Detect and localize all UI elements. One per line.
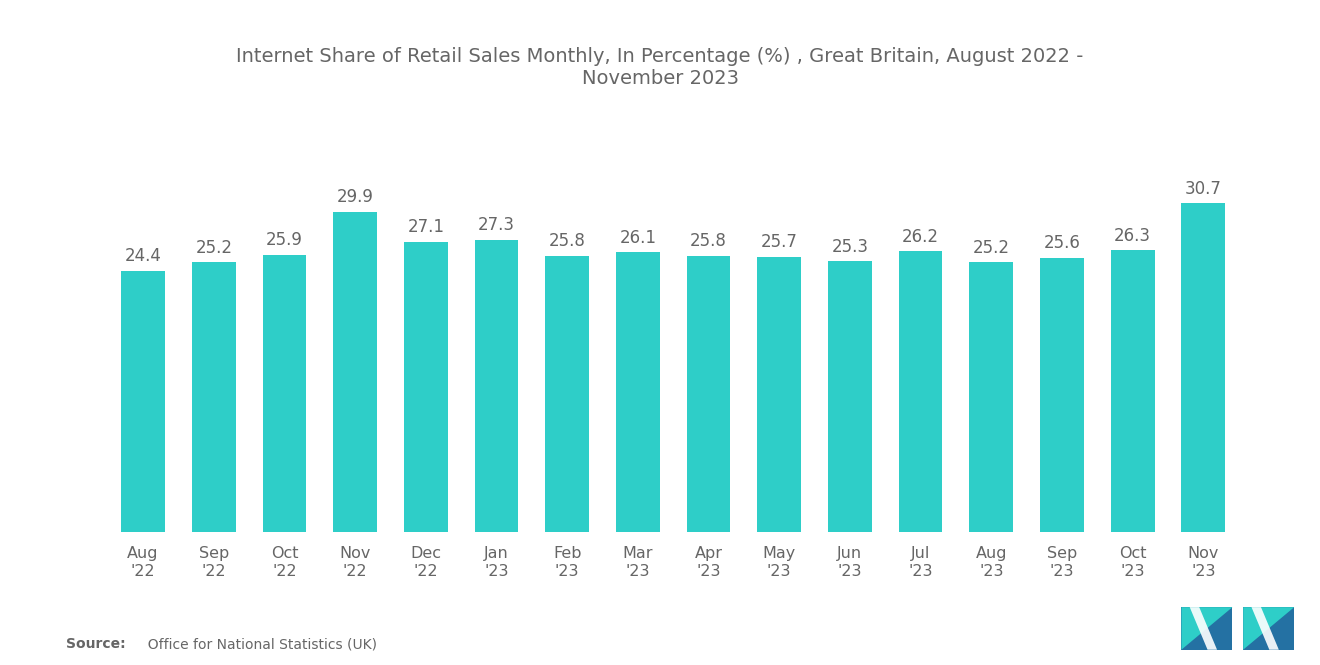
Text: Office for National Statistics (UK): Office for National Statistics (UK) xyxy=(139,637,376,652)
Text: 25.7: 25.7 xyxy=(760,233,797,251)
Bar xyxy=(545,255,589,532)
Bar xyxy=(616,252,660,532)
Text: 25.6: 25.6 xyxy=(1044,234,1080,252)
Bar xyxy=(121,271,165,532)
Bar xyxy=(333,211,378,532)
Text: 30.7: 30.7 xyxy=(1185,180,1222,198)
Bar xyxy=(1181,203,1225,532)
Text: Source:: Source: xyxy=(66,637,125,652)
Text: Internet Share of Retail Sales Monthly, In Percentage (%) , Great Britain, Augus: Internet Share of Retail Sales Monthly, … xyxy=(236,47,1084,88)
Text: 24.4: 24.4 xyxy=(124,247,161,265)
Bar xyxy=(828,261,871,532)
Bar xyxy=(758,257,801,532)
Polygon shape xyxy=(1189,607,1217,650)
Bar xyxy=(404,241,447,532)
Text: 27.1: 27.1 xyxy=(408,218,445,236)
Text: 26.2: 26.2 xyxy=(902,228,939,246)
Bar xyxy=(191,262,236,532)
Bar xyxy=(1110,250,1155,532)
Polygon shape xyxy=(1181,607,1233,650)
Text: 25.9: 25.9 xyxy=(267,231,302,249)
Polygon shape xyxy=(1251,607,1279,650)
Bar xyxy=(686,255,730,532)
Text: 25.2: 25.2 xyxy=(195,239,232,257)
Polygon shape xyxy=(1243,607,1294,650)
Text: 25.8: 25.8 xyxy=(549,232,586,250)
Text: 25.2: 25.2 xyxy=(973,239,1010,257)
Text: 26.3: 26.3 xyxy=(1114,227,1151,245)
Text: 27.3: 27.3 xyxy=(478,216,515,234)
Bar xyxy=(899,251,942,532)
Text: 26.1: 26.1 xyxy=(619,229,656,247)
FancyBboxPatch shape xyxy=(1181,607,1233,650)
Bar xyxy=(1040,258,1084,532)
FancyBboxPatch shape xyxy=(1243,607,1294,650)
Bar xyxy=(969,262,1014,532)
Bar xyxy=(475,239,519,532)
Text: 25.3: 25.3 xyxy=(832,237,869,255)
Text: 29.9: 29.9 xyxy=(337,188,374,206)
Text: 25.8: 25.8 xyxy=(690,232,727,250)
Bar xyxy=(263,255,306,532)
